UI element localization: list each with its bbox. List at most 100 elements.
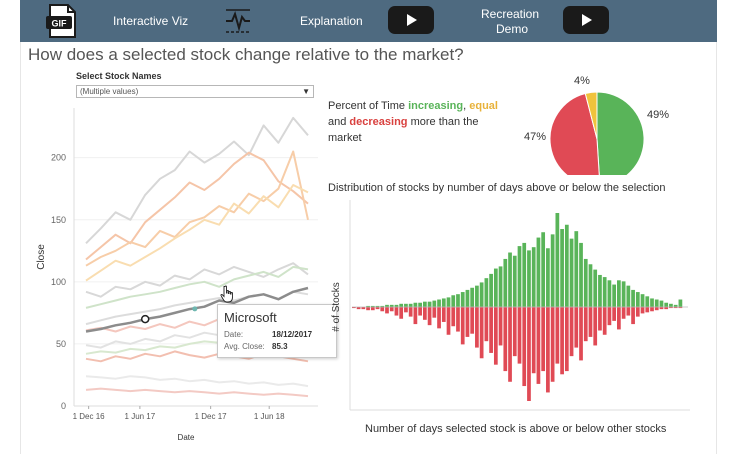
bar-above[interactable] [512, 255, 517, 307]
series-line[interactable] [85, 375, 309, 388]
recreation-play-button[interactable] [563, 6, 609, 34]
bar-below[interactable] [654, 307, 659, 311]
bar-below[interactable] [479, 307, 484, 359]
bar-below[interactable] [418, 307, 422, 316]
stock-line-chart[interactable]: 0 50 100 150 200 1 Dec 16 1 Jun 17 1 Dec 17 1 Ju… [28, 100, 328, 440]
bar-above[interactable] [669, 303, 673, 307]
bar-above[interactable] [621, 281, 626, 307]
bar-above[interactable] [536, 237, 541, 307]
bar-below[interactable] [522, 307, 527, 387]
bar-below[interactable] [508, 307, 512, 382]
bar-below[interactable] [503, 307, 508, 372]
bar-above[interactable] [598, 274, 602, 307]
bar-above[interactable] [673, 304, 678, 307]
bar-above[interactable] [404, 303, 408, 307]
bar-below[interactable] [413, 307, 418, 325]
bar-below[interactable] [588, 307, 593, 337]
bar-below[interactable] [593, 307, 598, 346]
bar-above[interactable] [593, 269, 598, 307]
bar-above[interactable] [555, 213, 560, 307]
bar-above[interactable] [408, 303, 413, 307]
bar-below[interactable] [583, 307, 588, 342]
bar-below[interactable] [441, 307, 446, 322]
pie-slice-increasing[interactable] [596, 91, 645, 175]
bar-above[interactable] [527, 250, 531, 307]
bar-above[interactable] [380, 305, 385, 307]
bar-below[interactable] [678, 307, 683, 309]
bar-above[interactable] [451, 295, 456, 307]
bar-below[interactable] [451, 307, 456, 327]
bar-below[interactable] [550, 307, 555, 382]
bar-above[interactable] [366, 305, 370, 307]
bar-below[interactable] [484, 307, 489, 342]
bar-below[interactable] [493, 307, 498, 365]
bar-above[interactable] [546, 248, 550, 307]
bar-above[interactable] [631, 289, 635, 307]
bar-below[interactable] [352, 307, 356, 309]
bar-above[interactable] [399, 303, 404, 307]
bar-above[interactable] [635, 292, 640, 307]
bar-above[interactable] [437, 299, 441, 307]
bar-above[interactable] [385, 304, 389, 307]
series-point[interactable] [192, 306, 198, 312]
bar-above[interactable] [475, 285, 479, 307]
distribution-bar-chart[interactable]: # of Stocks [328, 198, 698, 420]
series-line[interactable] [85, 265, 309, 309]
bar-below[interactable] [664, 307, 669, 310]
bar-below[interactable] [456, 307, 460, 332]
bar-above[interactable] [617, 280, 621, 307]
explanation-play-button[interactable] [388, 6, 434, 34]
bar-below[interactable] [380, 307, 385, 312]
bar-below[interactable] [408, 307, 413, 317]
bar-below[interactable] [598, 307, 602, 331]
bar-below[interactable] [621, 307, 626, 319]
bar-above[interactable] [654, 299, 659, 307]
bar-below[interactable] [640, 307, 645, 314]
bar-above[interactable] [503, 258, 508, 307]
bar-above[interactable] [465, 289, 470, 307]
bar-below[interactable] [498, 307, 503, 346]
chart-icon[interactable] [223, 5, 253, 37]
bar-above[interactable] [446, 297, 451, 307]
bar-above[interactable] [612, 284, 617, 307]
bar-below[interactable] [394, 307, 399, 316]
bar-below[interactable] [370, 307, 375, 311]
bar-above[interactable] [498, 266, 503, 307]
bar-below[interactable] [579, 307, 583, 361]
bar-above[interactable] [418, 302, 422, 307]
bar-above[interactable] [517, 246, 522, 307]
bar-above[interactable] [659, 300, 664, 307]
bar-below[interactable] [356, 307, 361, 310]
bar-below[interactable] [389, 307, 394, 312]
bar-below[interactable] [437, 307, 441, 329]
bar-above[interactable] [645, 296, 650, 307]
bar-below[interactable] [659, 307, 664, 310]
bar-below[interactable] [569, 307, 574, 357]
bar-below[interactable] [650, 307, 654, 312]
bar-below[interactable] [465, 307, 470, 337]
bar-above[interactable] [664, 302, 669, 307]
bar-below[interactable] [602, 307, 607, 335]
bar-below[interactable] [645, 307, 650, 313]
bar-below[interactable] [427, 307, 432, 326]
bar-above[interactable] [456, 294, 460, 307]
bar-below[interactable] [446, 307, 451, 335]
bar-above[interactable] [579, 242, 583, 307]
bar-below[interactable] [517, 307, 522, 364]
bar-above[interactable] [569, 238, 574, 307]
bar-below[interactable] [574, 307, 579, 348]
bar-above[interactable] [460, 292, 465, 307]
bar-below[interactable] [555, 307, 560, 364]
bar-above[interactable] [531, 247, 536, 307]
bar-below[interactable] [607, 307, 612, 326]
bar-below[interactable] [422, 307, 427, 320]
bar-above[interactable] [432, 300, 437, 307]
bar-below[interactable] [375, 307, 380, 310]
bar-above[interactable] [375, 305, 380, 307]
bar-below[interactable] [560, 307, 564, 375]
gif-icon[interactable]: GIF [44, 3, 80, 39]
pie-chart[interactable]: 49% 47% 4% [510, 70, 680, 175]
bar-below[interactable] [546, 307, 550, 393]
series-line[interactable] [85, 184, 309, 282]
bar-below[interactable] [531, 307, 536, 374]
